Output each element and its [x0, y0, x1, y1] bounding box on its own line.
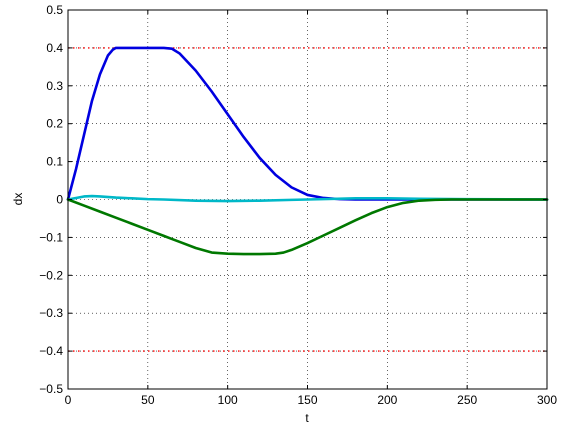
x-tick-label: 200	[377, 393, 397, 407]
y-tick-label: −0.5	[39, 382, 63, 396]
y-axis-label: dx	[11, 193, 25, 206]
y-tick-label: 0.5	[46, 3, 63, 17]
axis-ticks: 0 50 100 150 200 250 300 −0.5 −0.4 −0.3 −0.2 −0.1 0 0…	[39, 3, 557, 407]
y-tick-label: 0.3	[46, 79, 63, 93]
x-axis-label: t	[305, 411, 309, 424]
series-line-3	[66, 198, 549, 256]
y-tick-label: −0.3	[39, 306, 63, 320]
y-tick-label: −0.4	[39, 344, 63, 358]
y-tick-label: 0.4	[46, 41, 63, 55]
y-tick-label: −0.2	[39, 268, 63, 282]
x-tick-label: 300	[537, 393, 557, 407]
y-tick-label: 0.2	[46, 117, 63, 131]
y-tick-label: −0.1	[39, 230, 63, 244]
series-line-2	[66, 194, 549, 203]
x-tick-label: 50	[141, 393, 155, 407]
x-tick-label: 0	[65, 393, 72, 407]
x-tick-label: 250	[457, 393, 477, 407]
x-tick-label: 150	[297, 393, 317, 407]
series-lines	[66, 46, 549, 256]
y-tick-label: 0.1	[46, 155, 63, 169]
x-tick-label: 100	[218, 393, 238, 407]
y-tick-label: 0	[56, 193, 63, 207]
